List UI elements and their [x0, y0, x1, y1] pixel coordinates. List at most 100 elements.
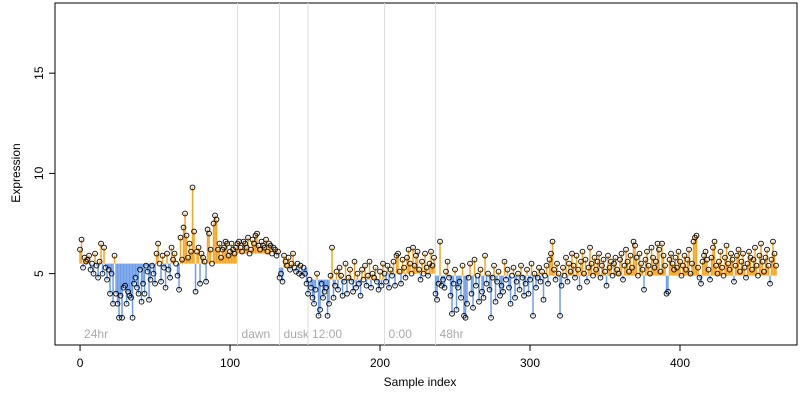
- point: [525, 290, 532, 297]
- x-tick-label: 400: [670, 356, 690, 370]
- point: [726, 266, 733, 273]
- point: [416, 266, 422, 273]
- point: [533, 284, 539, 291]
- point: [269, 250, 275, 257]
- point: [317, 306, 323, 313]
- point: [209, 260, 215, 267]
- point: [359, 266, 365, 273]
- point: [591, 254, 598, 261]
- point: [182, 210, 188, 217]
- point: [183, 232, 190, 239]
- point: [485, 270, 491, 277]
- point: [734, 252, 740, 259]
- point: [440, 276, 446, 283]
- point: [390, 258, 397, 265]
- point: [636, 250, 643, 257]
- point: [279, 278, 286, 285]
- point: [155, 240, 161, 247]
- point: [683, 266, 689, 273]
- x-tick-label: 200: [370, 356, 390, 370]
- point: [320, 294, 326, 301]
- plot-frame: [54, 2, 798, 346]
- point: [147, 276, 154, 283]
- point: [362, 262, 368, 269]
- point: [203, 278, 209, 285]
- point: [351, 258, 358, 265]
- point: [648, 244, 655, 251]
- point: [104, 276, 110, 283]
- point: [305, 290, 311, 297]
- point: [365, 272, 371, 279]
- point: [372, 264, 379, 271]
- point: [323, 284, 329, 291]
- group-label: 0:00: [389, 327, 413, 341]
- point: [731, 278, 737, 285]
- point: [492, 298, 499, 305]
- point: [287, 266, 293, 273]
- point: [113, 290, 119, 297]
- point: [248, 246, 254, 253]
- point: [188, 248, 194, 255]
- point: [332, 282, 338, 289]
- point: [588, 260, 595, 267]
- point: [392, 282, 398, 289]
- point: [192, 288, 199, 295]
- point: [545, 280, 551, 287]
- point: [288, 260, 295, 267]
- point: [656, 246, 662, 253]
- point: [108, 270, 115, 277]
- point: [512, 294, 518, 301]
- point: [713, 262, 719, 269]
- point: [396, 268, 403, 275]
- group-label: 12:00: [312, 327, 342, 341]
- point: [210, 220, 217, 227]
- point: [708, 254, 715, 261]
- point: [449, 310, 455, 317]
- point: [173, 260, 179, 267]
- point: [759, 258, 766, 265]
- point: [405, 246, 412, 253]
- point: [581, 270, 587, 277]
- point: [761, 268, 767, 275]
- point: [479, 288, 485, 295]
- point: [441, 284, 448, 291]
- point: [221, 244, 227, 251]
- point: [117, 292, 124, 299]
- point: [408, 270, 415, 277]
- point: [519, 274, 526, 281]
- point: [284, 262, 290, 269]
- point: [482, 252, 488, 259]
- point: [437, 238, 443, 245]
- point: [407, 260, 413, 267]
- point: [312, 286, 319, 293]
- group-label: dawn: [242, 327, 271, 341]
- point: [666, 256, 673, 263]
- point: [515, 270, 521, 277]
- point: [753, 262, 760, 269]
- point: [414, 248, 421, 255]
- point: [569, 250, 575, 257]
- point: [474, 272, 481, 279]
- point: [425, 272, 431, 279]
- point: [632, 242, 638, 249]
- point: [105, 266, 112, 273]
- point: [677, 258, 683, 265]
- y-tick-label: 15: [32, 66, 46, 80]
- point: [653, 258, 659, 265]
- point: [302, 270, 308, 277]
- point: [350, 288, 356, 295]
- point: [557, 312, 563, 319]
- point: [596, 250, 602, 257]
- point: [363, 282, 370, 289]
- point: [239, 248, 245, 255]
- point: [383, 278, 389, 285]
- point: [431, 254, 437, 261]
- point: [452, 266, 458, 273]
- point: [327, 272, 334, 279]
- point: [573, 252, 580, 259]
- point: [384, 262, 391, 269]
- point: [381, 270, 388, 277]
- point: [756, 252, 763, 259]
- point: [432, 290, 439, 297]
